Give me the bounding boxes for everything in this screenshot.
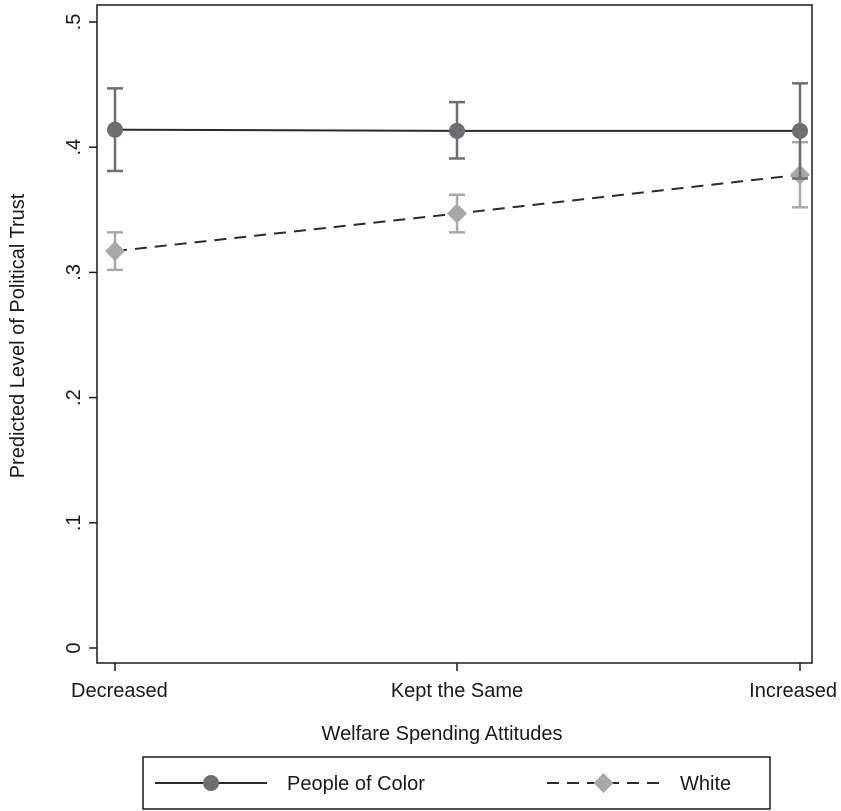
y-tick-label: .2 (63, 389, 85, 406)
data-point (449, 122, 465, 139)
x-tick-label: Decreased (71, 680, 168, 702)
x-axis: Decreased Kept the Same Increased (71, 663, 837, 702)
y-axis: 0 .1 .2 .3 .4 .5 (63, 14, 97, 654)
data-point (447, 203, 467, 224)
series-people-of-color (107, 82, 808, 180)
y-tick-label: .4 (63, 139, 85, 156)
data-point (792, 122, 808, 139)
data-point (107, 121, 123, 138)
series-layer (105, 82, 810, 272)
x-tick-label: Increased (749, 680, 837, 702)
y-tick-label: .3 (63, 264, 85, 281)
legend-marker (203, 775, 219, 791)
legend: People of Color White (142, 756, 771, 810)
plot-border (96, 4, 813, 664)
y-tick-label: .1 (63, 514, 85, 531)
data-point (105, 241, 125, 262)
legend-marker (593, 773, 614, 793)
legend-label: White (680, 773, 731, 795)
x-axis-title: Welfare Spending Attitudes (322, 723, 563, 745)
legend-item-white: White (547, 773, 731, 795)
x-tick-label: Kept the Same (391, 680, 523, 702)
legend-label: People of Color (287, 773, 425, 795)
legend-item-people-of-color: People of Color (155, 773, 425, 795)
y-tick-label: 0 (63, 642, 85, 653)
y-tick-label: .5 (63, 14, 85, 31)
plot-area (96, 4, 813, 664)
y-axis-title: Predicted Level of Political Trust (7, 193, 29, 478)
